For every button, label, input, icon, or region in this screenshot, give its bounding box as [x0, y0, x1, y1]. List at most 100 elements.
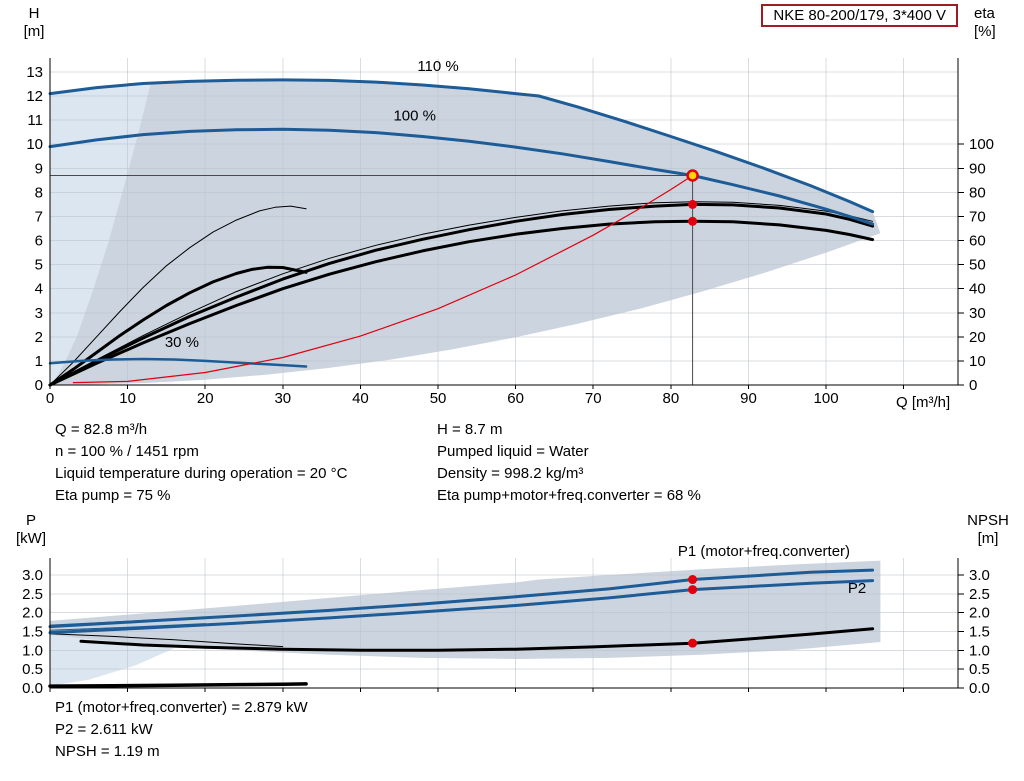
result-speed: n = 100 % / 1451 rpm [55, 443, 199, 460]
result-p2: P2 = 2.611 kW [55, 721, 153, 738]
speed-100-curve [48, 127, 875, 226]
result-flow: Q = 82.8 m³/h [55, 421, 148, 438]
eta-pump-thin-curve [49, 201, 874, 386]
x-tick-label: 10 [119, 390, 136, 407]
eta-pump-curve [48, 202, 875, 387]
low-flow-band [50, 82, 151, 385]
duty-point-marker[interactable] [686, 169, 699, 182]
power-low-flow-band [50, 635, 175, 686]
y-left-tick-label: 4 [35, 281, 43, 298]
eta-axis-symbol: eta [974, 5, 995, 22]
speed-100-curve-label: 100 % [393, 108, 436, 125]
p1-curve [48, 568, 875, 629]
y-right-tick-label: 0.0 [969, 680, 990, 697]
x-tick-label: 40 [352, 390, 369, 407]
eta-pump-point-marker [688, 199, 698, 209]
p-axis-symbol: P [25, 512, 36, 529]
y-left-tick-label: 12 [26, 88, 43, 105]
y-right-tick-label: 40 [969, 281, 986, 298]
y-right-tick-label: 2.0 [969, 605, 990, 622]
y-left-tick-label: 1.0 [22, 642, 43, 659]
hq-curve-chart: 110 %100 %30 %0 10 20 30 40 50 60 70 80 90 1000123… [26, 58, 994, 407]
result-eta-pump: Eta pump = 75 % [55, 487, 171, 504]
eta-total-curve [48, 219, 875, 387]
operating-envelope [50, 79, 881, 386]
speed-110-curve [48, 78, 875, 214]
eta-reduced-thin-curve [49, 205, 307, 386]
y-right-tick-label: 60 [969, 233, 986, 250]
result-liquid-temperature: Liquid temperature during operation = 20… [55, 465, 348, 482]
p2-curve-label: P2 [848, 580, 866, 597]
eta-axis-title: eta [%] [974, 5, 996, 41]
h-axis-title: H [m] [14, 5, 54, 41]
speed-30-curve [48, 357, 308, 368]
y-right-tick-label: 10 [969, 353, 986, 370]
y-left-tick-label: 0 [35, 377, 43, 394]
npsh-axis-title: NPSH [m] [958, 512, 1018, 548]
y-right-tick-label: 50 [969, 257, 986, 274]
duty-results-left: Q = 82.8 m³/h n = 100 % / 1451 rpm Liqui… [55, 419, 347, 507]
y-right-tick-label: 90 [969, 160, 986, 177]
eta-axis-unit: [%] [974, 23, 996, 40]
h-axis-symbol: H [28, 5, 40, 22]
p1-curve-label: P1 (motor+freq.converter) [678, 543, 850, 560]
y-left-tick-label: 0.0 [22, 680, 43, 697]
npsh-axis-symbol: NPSH [967, 512, 1009, 529]
h-axis-unit: [m] [23, 23, 45, 40]
y-left-tick-label: 2.0 [22, 605, 43, 622]
x-tick-label: 50 [430, 390, 447, 407]
speed-30-curve-label: 30 % [165, 334, 199, 351]
p1-point-marker [688, 575, 698, 585]
eta-total-point-marker [688, 216, 698, 226]
y-left-tick-label: 7 [35, 208, 43, 225]
y-left-tick-label: 9 [35, 160, 43, 177]
result-p1: P1 (motor+freq.converter) = 2.879 kW [55, 699, 308, 716]
control-curve-curve [72, 174, 694, 384]
npsh-axis-unit: [m] [977, 530, 999, 547]
y-right-tick-label: 30 [969, 305, 986, 322]
y-right-tick-label: 20 [969, 329, 986, 346]
result-pumped-liquid: Pumped liquid = Water [437, 443, 589, 460]
y-left-tick-label: 3.0 [22, 567, 43, 584]
x-tick-label: 80 [663, 390, 680, 407]
y-right-tick-label: 1.5 [969, 623, 990, 640]
npsh-point-marker [688, 638, 698, 648]
pump-model-title: NKE 80-200/179, 3*400 V [761, 4, 958, 27]
y-right-tick-label: 0 [969, 377, 977, 394]
p-aux-thin-3-curve [49, 633, 284, 648]
p2-point-marker [688, 585, 698, 595]
y-left-tick-label: 2.5 [22, 586, 43, 603]
result-eta-total: Eta pump+motor+freq.converter = 68 % [437, 487, 701, 504]
duty-results-right: H = 8.7 m Pumped liquid = Water Density … [437, 419, 701, 507]
p2-curve [48, 579, 875, 635]
x-tick-label: 30 [274, 390, 291, 407]
eta-reduced-thick-curve [48, 265, 308, 387]
y-right-tick-label: 80 [969, 184, 986, 201]
result-density: Density = 998.2 kg/m³ [437, 465, 584, 482]
y-left-tick-label: 13 [26, 64, 43, 81]
y-left-tick-label: 0.5 [22, 661, 43, 678]
x-tick-label: 90 [740, 390, 757, 407]
p-axis-title: P [kW] [8, 512, 54, 548]
x-tick-label: 60 [507, 390, 524, 407]
y-left-tick-label: 11 [27, 112, 43, 129]
y-left-tick-label: 3 [35, 305, 43, 322]
x-tick-label: 70 [585, 390, 602, 407]
result-head: H = 8.7 m [437, 421, 503, 438]
npsh-curve [79, 627, 875, 652]
y-left-tick-label: 1.5 [22, 623, 43, 640]
y-right-tick-label: 3.0 [969, 567, 990, 584]
y-right-tick-label: 100 [969, 136, 994, 153]
y-left-tick-label: 5 [35, 257, 43, 274]
y-left-tick-label: 10 [26, 136, 43, 153]
y-left-tick-label: 1 [35, 353, 43, 370]
speed-110-curve-label: 110 % [417, 58, 458, 75]
power-results: P1 (motor+freq.converter) = 2.879 kW P2 … [55, 697, 308, 763]
x-tick-label: 0 [46, 390, 54, 407]
y-left-tick-label: 6 [35, 233, 43, 250]
x-tick-label: 100 [814, 390, 839, 407]
result-npsh: NPSH = 1.19 m [55, 743, 160, 760]
y-left-tick-label: 2 [35, 329, 43, 346]
